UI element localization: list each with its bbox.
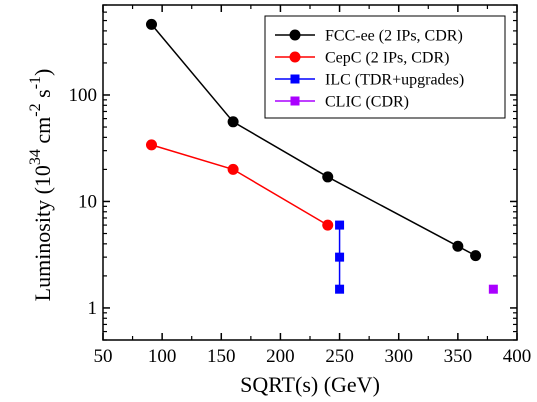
x-axis-title: SQRT(s) (GeV): [240, 372, 380, 397]
x-tick-label: 50: [94, 346, 113, 367]
legend-label: ILC (TDR+upgrades): [325, 72, 464, 89]
data-point: [335, 284, 345, 294]
x-tick-label: 400: [503, 346, 532, 367]
data-point: [488, 284, 498, 294]
legend-label: CLIC (CDR): [325, 94, 409, 111]
axis-ticks: [102, 4, 518, 341]
y-tick-label: 1: [88, 298, 98, 319]
y-tick-label: 10: [78, 191, 97, 212]
data-point: [227, 163, 239, 175]
data-point: [145, 139, 157, 151]
data-point: [145, 18, 157, 30]
data-point: [470, 250, 482, 262]
y-axis-title-exp2: -2: [27, 103, 44, 116]
x-tick-label: 300: [384, 346, 413, 367]
x-tick-label: 150: [207, 346, 236, 367]
data-point: [335, 220, 345, 230]
data-point: [452, 240, 464, 252]
y-axis-title: Luminosity (1034 cm-2 s-1): [27, 69, 55, 302]
data-point: [322, 171, 334, 183]
y-axis-title-unit2: s: [30, 89, 55, 103]
y-axis-title-close: ): [30, 69, 55, 76]
legend-marker: [289, 29, 301, 41]
y-axis-title-exp3: -1: [27, 76, 44, 89]
x-tick-label: 250: [325, 346, 354, 367]
x-tick-label: 200: [266, 346, 295, 367]
legend: FCC-ee (2 IPs, CDR) CepC (2 IPs, CDR) ILC …: [264, 15, 506, 119]
y-axis-title-unit: cm: [30, 117, 55, 149]
data-point: [322, 219, 334, 231]
y-axis-title-base: Luminosity (10: [30, 165, 55, 301]
legend-label: FCC-ee (2 IPs, CDR): [325, 28, 463, 45]
x-tick-label: 350: [444, 346, 473, 367]
y-axis-title-exp1: 34: [27, 149, 44, 165]
legend-marker: [290, 74, 300, 84]
legend-marker: [289, 51, 301, 63]
data-point: [227, 116, 239, 128]
series-markers: [145, 18, 498, 294]
y-tick-label: 100: [69, 85, 98, 106]
data-point: [335, 252, 345, 262]
y-tick-labels: 1 10 100: [69, 85, 98, 319]
x-tick-label: 100: [148, 346, 177, 367]
legend-label: CepC (2 IPs, CDR): [325, 50, 449, 67]
x-tick-labels: 50 100 150 200 250 300 350 400: [94, 346, 532, 367]
legend-marker: [290, 96, 300, 106]
